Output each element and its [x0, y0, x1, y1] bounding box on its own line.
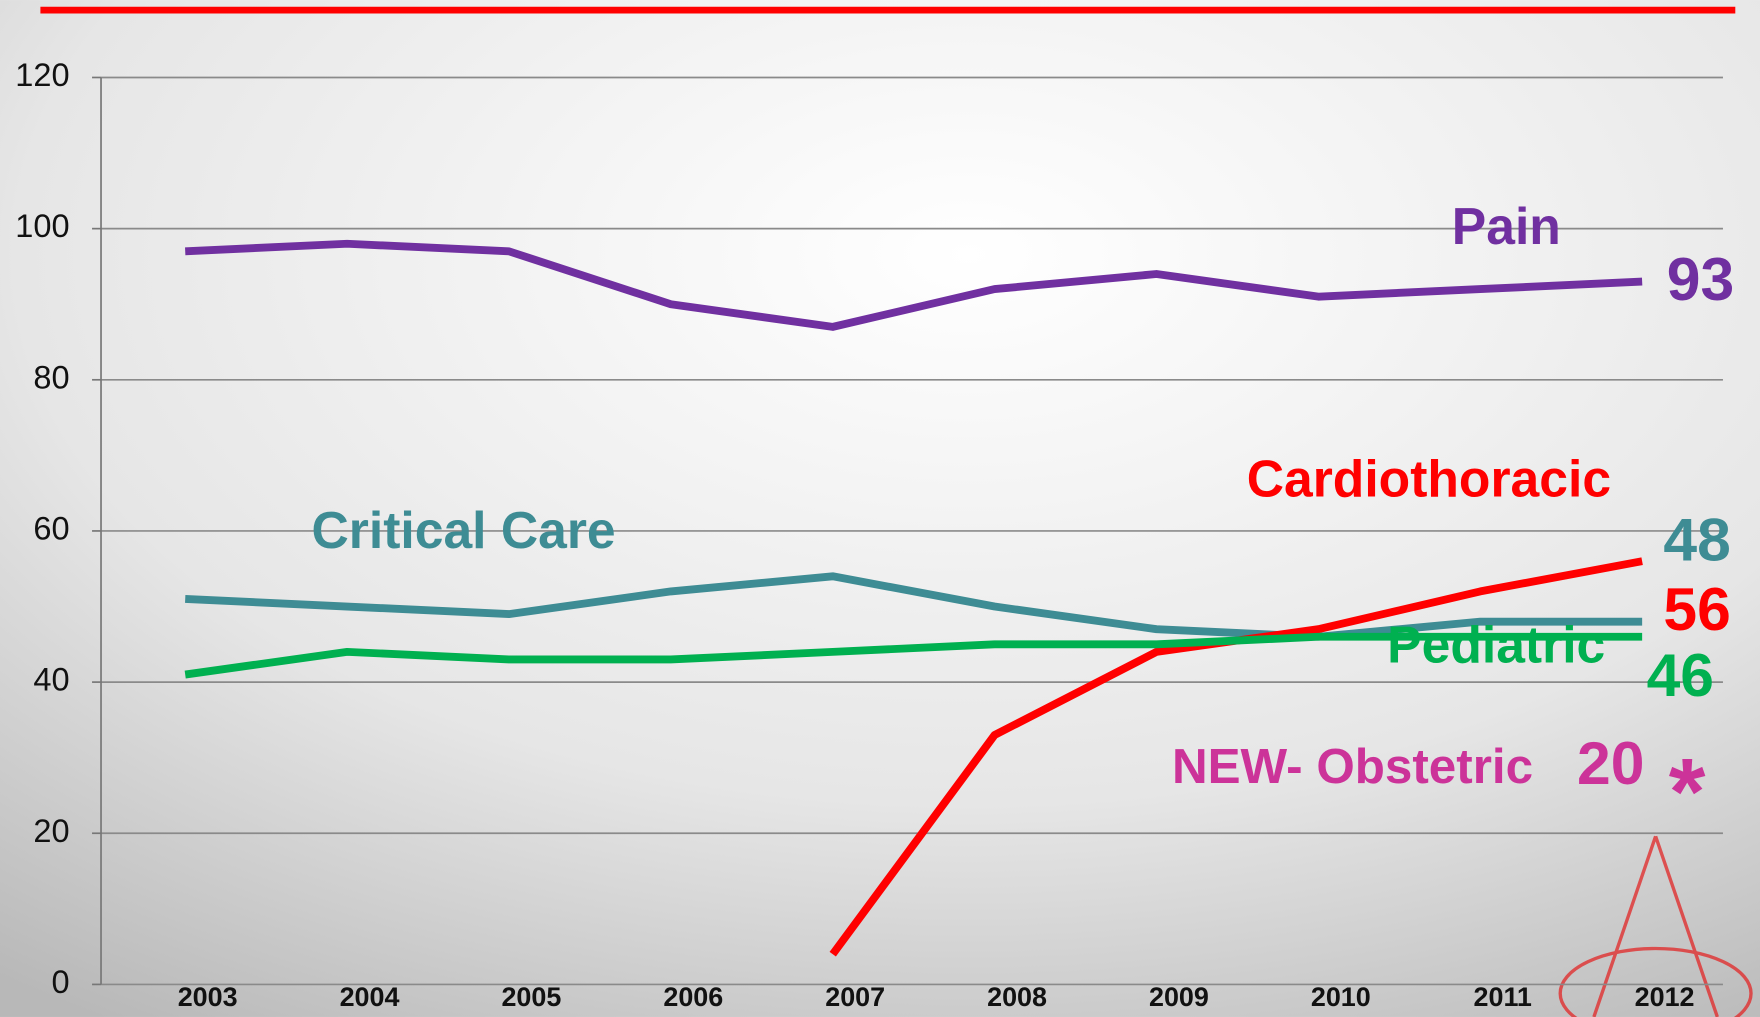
x-tick-label: 2012: [1635, 982, 1695, 1012]
y-tick-label: 40: [33, 662, 69, 698]
x-tick-label: 2004: [340, 982, 400, 1012]
annotation-value: 20: [1577, 729, 1644, 797]
x-tick-label: 2007: [825, 982, 885, 1012]
y-tick-label: 80: [33, 359, 69, 395]
series-line: [184, 632, 1643, 679]
y-tick-label: 20: [33, 813, 69, 849]
end-value-label: 56: [1663, 575, 1730, 643]
series-label: Pediatric: [1387, 615, 1605, 673]
x-tick-label: 2010: [1311, 982, 1371, 1012]
annotation-mark: *: [1669, 739, 1706, 844]
series-label: Cardiothoracic: [1247, 449, 1611, 507]
series-label: Critical Care: [311, 501, 615, 559]
series-line: [185, 239, 1643, 331]
y-tick-label: 0: [51, 964, 69, 1000]
x-tick-label: 2005: [501, 982, 561, 1012]
y-tick-label: 100: [15, 208, 69, 244]
x-tick-label: 2003: [178, 982, 238, 1012]
series-label: Pain: [1452, 197, 1561, 255]
x-tick-label: 2011: [1474, 982, 1532, 1012]
end-value-label: 46: [1647, 641, 1714, 709]
y-tick-label: 60: [33, 511, 69, 547]
x-tick-label: 2009: [1149, 982, 1209, 1012]
y-tick-label: 120: [15, 57, 69, 93]
x-tick-label: 2006: [663, 982, 723, 1012]
x-tick-label: 2008: [987, 982, 1047, 1012]
series-line: [185, 572, 1643, 641]
logo: [1558, 835, 1753, 1017]
end-value-label: 93: [1667, 245, 1734, 313]
annotation-text: NEW- Obstetric: [1172, 739, 1533, 794]
end-value-label: 48: [1663, 505, 1730, 573]
